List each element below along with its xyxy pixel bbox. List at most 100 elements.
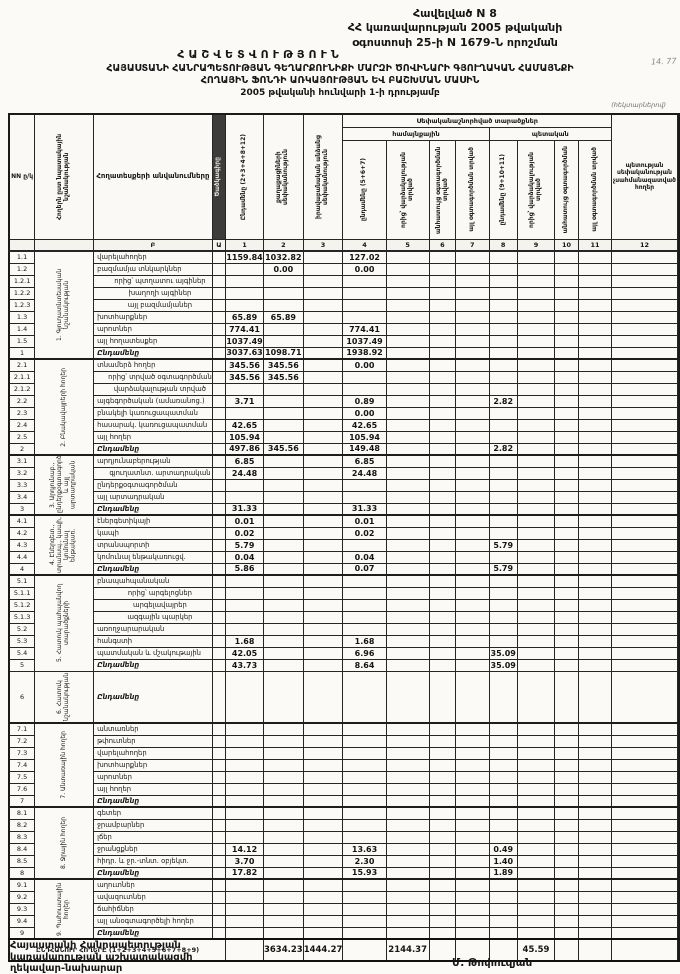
value-cell-cola <box>211 610 227 624</box>
value-cell-col6 <box>428 914 457 928</box>
value-cell-col5 <box>385 406 430 420</box>
value-cell-col9 <box>516 466 556 480</box>
value-cell-col8: 2.82 <box>488 442 518 456</box>
row-number: 7 <box>8 794 36 808</box>
row-label: Ընդամենը <box>93 794 213 808</box>
value-cell-col5 <box>385 490 430 504</box>
section-category-wrap: 7. Անտառային հողեր <box>36 731 93 799</box>
value-cell-col6 <box>428 926 457 940</box>
value-cell-col8 <box>488 926 518 940</box>
value-cell-col9 <box>516 878 556 892</box>
value-cell-col7 <box>455 830 490 844</box>
value-cell-col7 <box>455 854 490 868</box>
value-cell-col1: 5.79 <box>225 538 264 552</box>
section-category-cell: 6. Հատուկ նշանակության <box>34 670 95 724</box>
value-cell-col7 <box>455 770 490 784</box>
value-cell-col1 <box>225 890 264 904</box>
value-cell-col1 <box>225 262 264 276</box>
value-cell-col10 <box>554 346 579 360</box>
value-cell-col10 <box>554 250 579 264</box>
value-cell-col7 <box>455 430 490 444</box>
value-cell-col8 <box>488 770 518 784</box>
value-cell-col3 <box>302 370 344 384</box>
row-label: Ընդամենը <box>93 562 213 576</box>
value-cell-col4 <box>342 782 387 796</box>
value-cell-col12 <box>611 358 678 372</box>
value-cell-col2 <box>262 490 304 504</box>
value-cell-col4: 0.00 <box>342 262 387 276</box>
value-cell-col3 <box>302 466 344 480</box>
value-cell-col3 <box>302 262 344 276</box>
value-cell-col4: 0.00 <box>342 406 387 420</box>
value-cell-col5 <box>385 346 430 360</box>
value-cell-col6 <box>428 250 457 264</box>
value-cell-col6 <box>428 310 457 324</box>
value-cell-col6 <box>428 574 457 588</box>
value-cell-col4 <box>342 806 387 820</box>
row-label: Ընդամենը <box>93 670 213 724</box>
value-cell-col4 <box>342 574 387 588</box>
value-cell-col9 <box>516 866 556 880</box>
value-cell-col6 <box>428 746 457 760</box>
value-cell-col9 <box>516 598 556 612</box>
header-col11: այլ օգտագործման տրված <box>577 139 613 240</box>
value-cell-cola <box>211 914 227 928</box>
value-cell-col6 <box>428 466 457 480</box>
signature: Մ. Թոփուզյան <box>452 957 533 969</box>
value-cell-col8 <box>488 382 518 396</box>
value-cell-col6 <box>428 866 457 880</box>
value-cell-cola <box>211 538 227 552</box>
value-cell-col8 <box>488 250 518 264</box>
column-number-13: 10 <box>554 238 579 252</box>
value-cell-col7 <box>455 722 490 736</box>
row-label: Ընդամենը <box>93 926 213 940</box>
value-cell-col4 <box>342 794 387 808</box>
row-label: կոմունալ ենթակառուցվ. <box>93 550 213 564</box>
value-cell-cola <box>211 406 227 420</box>
row-number: 8.4 <box>8 842 36 856</box>
value-cell-col7 <box>455 298 490 312</box>
table-row-3.4: 3.4 այլ արտադրական <box>8 490 679 504</box>
value-cell-col9 <box>516 442 556 456</box>
value-cell-col6 <box>428 406 457 420</box>
row-label: բնակելի կառուցապատման <box>93 406 213 420</box>
value-cell-col11 <box>577 866 613 880</box>
value-cell-col1: 3.70 <box>225 854 264 868</box>
value-cell-col3 <box>302 794 344 808</box>
value-cell-col10 <box>554 502 579 516</box>
value-cell-col10 <box>554 670 579 724</box>
table-row-4.1: 4.1 4. Էներգետ., տրանսպ., կապի, կոմունալ … <box>8 514 679 576</box>
grand-value-col2: 1444.27 <box>302 938 344 962</box>
value-cell-col2 <box>262 902 304 916</box>
value-cell-col11 <box>577 902 613 916</box>
value-cell-col2 <box>262 562 304 576</box>
row-label: թփուտներ <box>93 734 213 748</box>
table-row-1.1: 1.1 1. Գյուղատնտեսական նշանակության վարելա… <box>8 250 679 360</box>
value-cell-col2 <box>262 670 304 724</box>
value-cell-col12 <box>611 902 678 916</box>
value-cell-col2 <box>262 830 304 844</box>
value-cell-cola <box>211 734 227 748</box>
value-cell-col1: 345.56 <box>225 370 264 384</box>
value-cell-col11 <box>577 334 613 348</box>
value-cell-col9 <box>516 550 556 564</box>
value-cell-col5 <box>385 586 430 600</box>
value-cell-col7 <box>455 878 490 892</box>
row-number: 4.4 <box>8 550 36 564</box>
value-cell-col1 <box>225 806 264 820</box>
section-category-cell: 4. Էներգետ., տրանսպ., կապի, կոմունալ ենթ… <box>34 514 95 576</box>
row-label: ընդերքօգտագործման <box>93 478 213 492</box>
row-number: 1.1 <box>8 250 36 264</box>
value-cell-cola <box>211 358 227 372</box>
column-number-11: 8 <box>488 238 518 252</box>
value-cell-col11 <box>577 830 613 844</box>
value-cell-col3 <box>302 734 344 748</box>
row-label: բազմամյա տնկարկներ <box>93 262 213 276</box>
grand-value-col4: 2144.37 <box>385 938 430 962</box>
value-cell-col4 <box>342 586 387 600</box>
value-cell-col11 <box>577 926 613 940</box>
value-cell-col2 <box>262 658 304 672</box>
row-label: արոտներ <box>93 770 213 784</box>
table-row-7.1: 7.1 7. Անտառային հողեր անտառներ <box>8 722 679 808</box>
value-cell-col9 <box>516 298 556 312</box>
